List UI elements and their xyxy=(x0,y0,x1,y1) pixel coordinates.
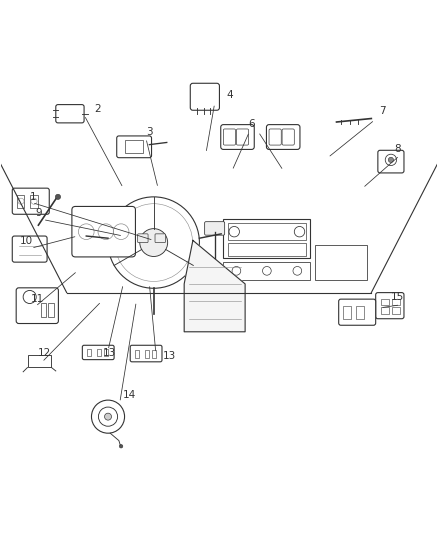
Text: 1: 1 xyxy=(29,192,36,202)
Text: 13: 13 xyxy=(102,348,116,358)
Circle shape xyxy=(119,445,123,448)
FancyBboxPatch shape xyxy=(117,136,152,158)
Bar xyxy=(17,195,25,208)
Bar xyxy=(145,350,149,358)
FancyBboxPatch shape xyxy=(12,236,47,262)
FancyBboxPatch shape xyxy=(205,222,225,235)
Text: 8: 8 xyxy=(394,144,401,154)
FancyBboxPatch shape xyxy=(339,299,376,325)
Bar xyxy=(97,349,101,356)
FancyBboxPatch shape xyxy=(223,129,236,145)
FancyBboxPatch shape xyxy=(190,83,219,110)
Bar xyxy=(30,195,38,208)
Text: 6: 6 xyxy=(248,119,255,129)
FancyBboxPatch shape xyxy=(221,125,254,149)
Bar xyxy=(392,308,400,313)
Text: 13: 13 xyxy=(162,351,176,361)
FancyBboxPatch shape xyxy=(16,288,58,324)
Bar xyxy=(41,303,46,317)
Bar xyxy=(356,305,364,319)
Circle shape xyxy=(140,229,168,256)
Bar xyxy=(315,245,367,279)
Text: 10: 10 xyxy=(20,236,33,246)
FancyBboxPatch shape xyxy=(56,104,84,123)
Bar xyxy=(381,308,389,313)
Text: 15: 15 xyxy=(391,292,404,302)
FancyBboxPatch shape xyxy=(72,206,135,257)
Bar xyxy=(28,356,51,367)
Text: 4: 4 xyxy=(226,91,233,100)
Text: 2: 2 xyxy=(94,104,100,114)
Text: 3: 3 xyxy=(146,127,153,138)
Bar xyxy=(104,349,109,356)
Bar xyxy=(87,349,91,356)
FancyBboxPatch shape xyxy=(378,150,404,173)
FancyBboxPatch shape xyxy=(138,234,148,243)
FancyBboxPatch shape xyxy=(269,129,281,145)
Text: 12: 12 xyxy=(37,348,51,358)
Circle shape xyxy=(55,194,60,199)
Bar xyxy=(223,262,311,279)
Bar xyxy=(134,350,139,358)
FancyBboxPatch shape xyxy=(282,129,294,145)
Bar xyxy=(48,303,53,317)
Text: 9: 9 xyxy=(35,208,42,218)
FancyBboxPatch shape xyxy=(155,234,166,243)
Bar xyxy=(223,219,311,258)
Text: 11: 11 xyxy=(31,294,44,304)
Bar xyxy=(228,243,306,256)
Text: 14: 14 xyxy=(123,390,136,400)
Bar xyxy=(392,298,400,305)
FancyBboxPatch shape xyxy=(12,188,49,214)
Bar xyxy=(152,350,156,358)
Bar xyxy=(381,298,389,305)
Circle shape xyxy=(389,157,393,163)
FancyBboxPatch shape xyxy=(376,293,404,319)
FancyBboxPatch shape xyxy=(237,129,249,145)
Text: 7: 7 xyxy=(379,106,385,116)
Circle shape xyxy=(105,413,112,420)
Bar xyxy=(125,140,143,154)
FancyBboxPatch shape xyxy=(130,345,162,362)
FancyBboxPatch shape xyxy=(266,125,300,149)
Polygon shape xyxy=(184,240,245,332)
Bar xyxy=(228,223,306,240)
FancyBboxPatch shape xyxy=(82,345,114,360)
Bar xyxy=(343,305,351,319)
